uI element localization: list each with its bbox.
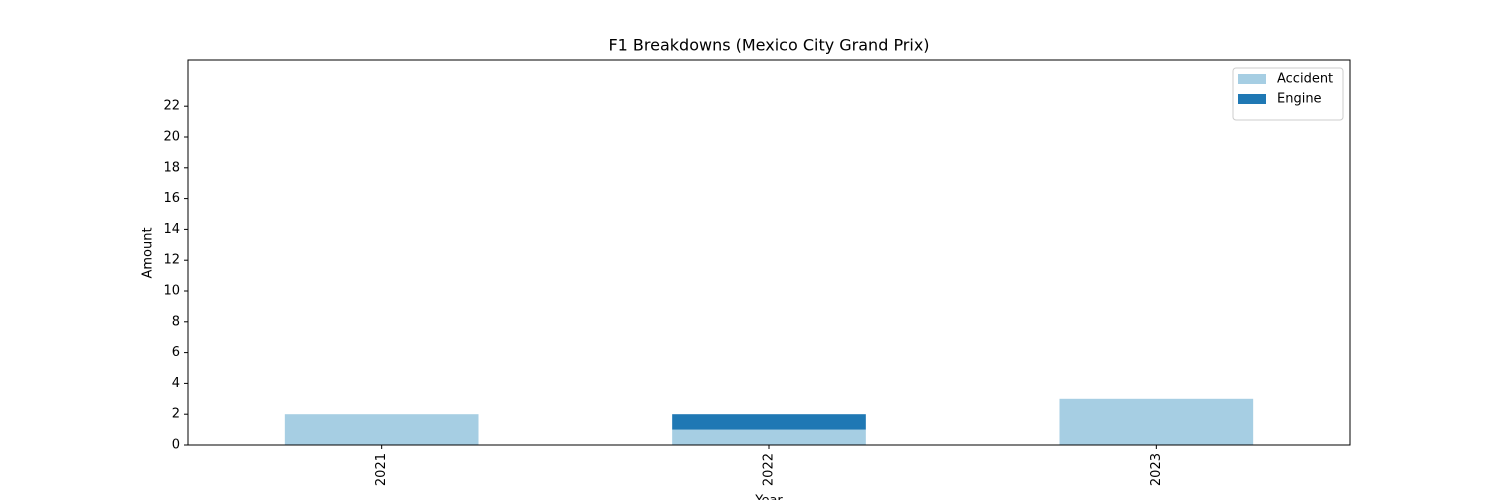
bar-segment <box>672 414 866 430</box>
y-tick-label: 2 <box>172 407 180 422</box>
x-tick-label: 2021 <box>374 453 389 486</box>
x-tick-label: 2023 <box>1149 453 1164 486</box>
bar-segment <box>284 414 479 445</box>
y-tick-label: 6 <box>172 345 180 360</box>
legend-label: Accident <box>1277 72 1333 87</box>
x-tick-label: 2022 <box>762 453 777 486</box>
plot-frame <box>187 59 1351 446</box>
y-tick-label: 16 <box>163 191 180 206</box>
y-tick-label: 10 <box>163 284 180 299</box>
legend-label: Engine <box>1277 92 1322 107</box>
legend-swatch <box>1238 74 1266 84</box>
y-tick-label: 12 <box>163 253 180 268</box>
legend-swatch <box>1238 94 1266 104</box>
y-tick-label: 0 <box>172 438 180 453</box>
y-axis-label: Amount <box>141 227 156 278</box>
y-tick-label: 8 <box>172 314 180 329</box>
x-axis-label: Year <box>754 494 783 500</box>
bar-segment <box>672 429 866 445</box>
bar-segment <box>1059 398 1254 445</box>
y-tick-label: 20 <box>163 130 180 145</box>
y-tick-label: 22 <box>163 99 180 114</box>
chart-title: F1 Breakdowns (Mexico City Grand Prix) <box>608 36 929 55</box>
y-tick-label: 18 <box>163 160 180 175</box>
y-tick-label: 4 <box>172 376 180 391</box>
y-tick-label: 14 <box>163 222 180 237</box>
